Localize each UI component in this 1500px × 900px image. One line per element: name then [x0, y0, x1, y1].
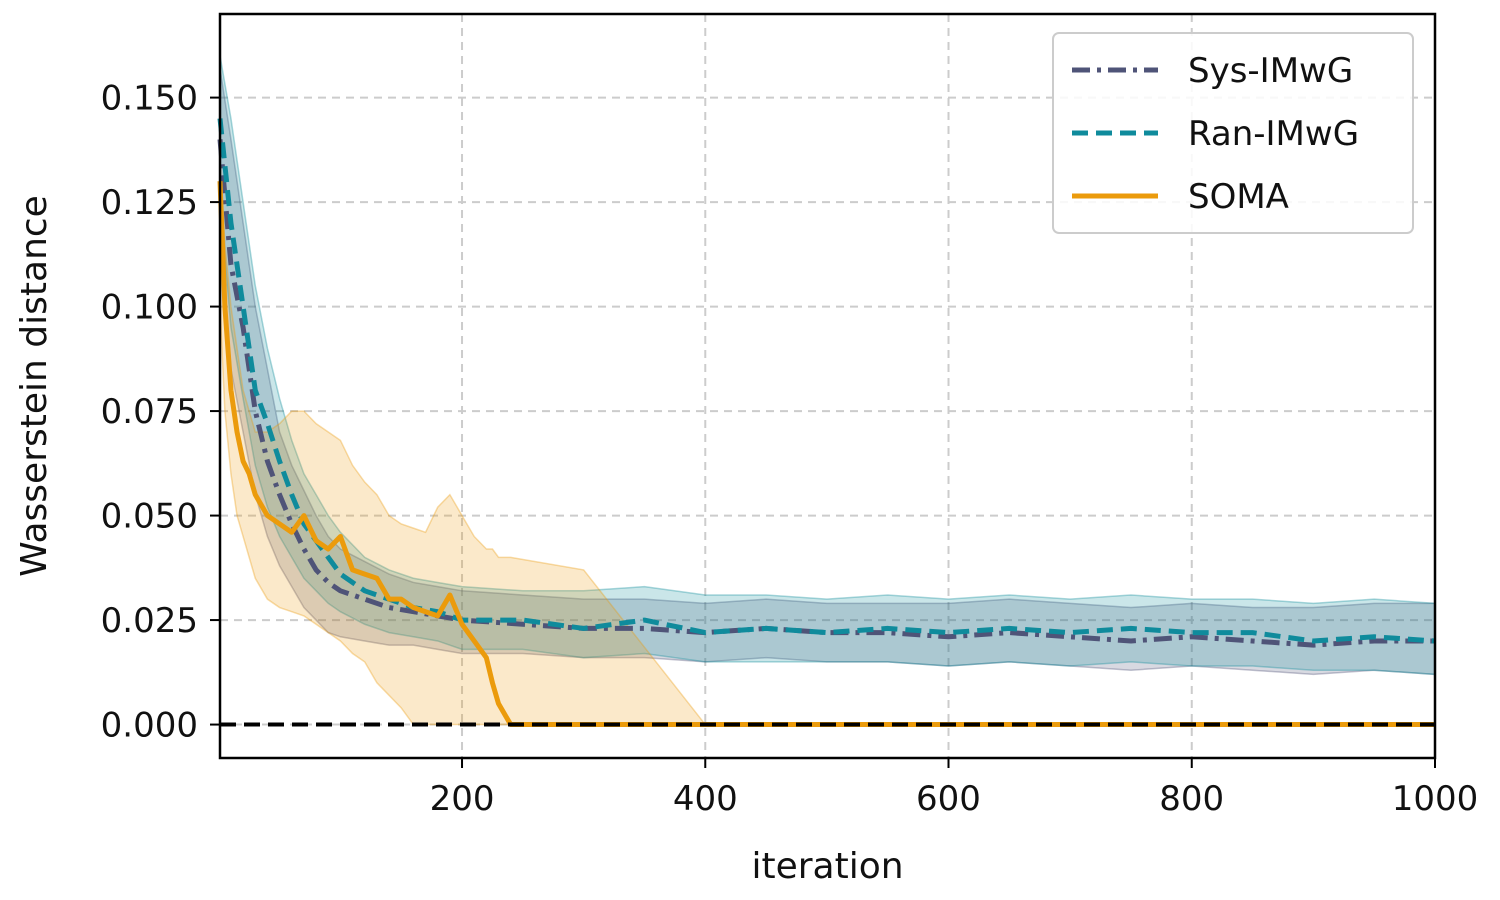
x-tick-label: 1000	[1392, 779, 1479, 819]
y-axis-label: Wasserstein distance	[14, 195, 55, 577]
ticks: 200 400 600 800 1000 0.000 0.025 0.050 0.075 0.10…	[101, 79, 1479, 819]
sys-imwg-line	[217, 139, 1435, 648]
plot-frame	[218, 12, 1437, 760]
x-tick-label: 600	[916, 779, 981, 819]
y-tick-label: 0.075	[101, 392, 198, 432]
y-tick-label: 0.050	[101, 497, 198, 537]
x-axis-label: iteration	[751, 846, 903, 887]
ran-imwg-legend-label: Ran-IMwG	[1188, 114, 1359, 154]
legend: Sys-IMwG Ran-IMwG SOMA	[1052, 32, 1414, 234]
sys-imwg-legend-label: Sys-IMwG	[1188, 51, 1353, 91]
y-tick-label: 0.025	[101, 601, 198, 641]
soma-legend-label: SOMA	[1188, 177, 1289, 217]
y-tick-label: 0.000	[101, 706, 198, 746]
y-tick-label: 0.100	[101, 288, 198, 328]
legend-box	[1052, 32, 1414, 234]
x-tick-label: 200	[430, 779, 495, 819]
y-tick-label: 0.125	[101, 183, 198, 223]
x-tick-label: 800	[1159, 779, 1224, 819]
y-tick-label: 0.150	[101, 79, 198, 119]
x-tick-label: 400	[673, 779, 738, 819]
